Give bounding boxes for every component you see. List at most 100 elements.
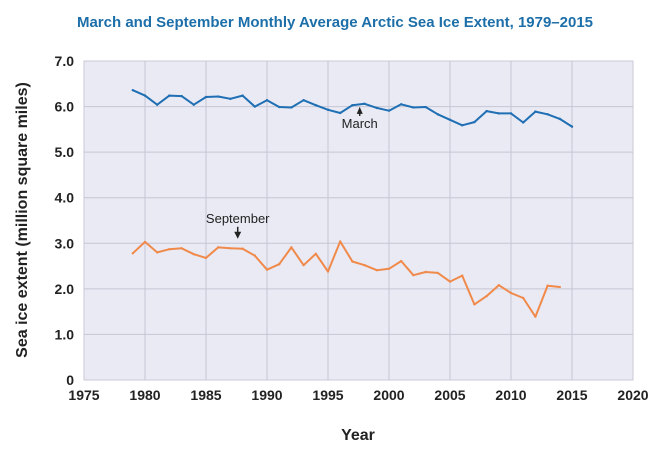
- september-data-point: [534, 315, 537, 318]
- september-data-point: [229, 247, 232, 250]
- y-tick-label: 2.0: [55, 281, 75, 297]
- march-data-point: [534, 110, 537, 113]
- september-data-point: [461, 274, 464, 277]
- september-data-point: [180, 247, 183, 250]
- september-data-point: [156, 251, 159, 254]
- march-data-point: [461, 124, 464, 127]
- x-tick-label: 2005: [434, 387, 465, 403]
- x-tick-label: 1985: [190, 387, 221, 403]
- september-data-point: [387, 267, 391, 271]
- march-data-point: [204, 95, 208, 99]
- september-data-point: [351, 260, 354, 263]
- y-tick-label: 5.0: [55, 144, 75, 160]
- series-annotations: March September: [206, 106, 378, 239]
- x-axis-label: Year: [341, 427, 375, 444]
- march-data-point: [375, 106, 378, 110]
- march-data-point: [400, 103, 403, 106]
- september-data-point: [217, 246, 220, 249]
- september-data-point: [363, 263, 366, 267]
- september-data-point: [558, 285, 561, 289]
- september-data-point: [204, 256, 208, 260]
- x-tick-label: 1975: [68, 387, 99, 403]
- september-series-line: [132, 240, 560, 318]
- y-tick-label: 6.0: [55, 99, 75, 115]
- march-data-point: [351, 104, 354, 107]
- x-tick-label: 1995: [312, 387, 343, 403]
- september-data-point: [168, 248, 171, 251]
- x-tick-label: 1990: [251, 387, 282, 403]
- march-data-point: [143, 94, 147, 97]
- march-data-point: [302, 98, 305, 102]
- march-data-point: [131, 88, 134, 92]
- march-data-point: [485, 109, 488, 113]
- march-data-point: [326, 108, 330, 111]
- march-data-point: [192, 103, 195, 106]
- september-data-point: [546, 284, 549, 287]
- september-annotation-label: September: [206, 211, 270, 226]
- march-data-point: [387, 109, 391, 112]
- september-data-point: [522, 296, 525, 300]
- september-data-point: [192, 253, 195, 256]
- y-tick-label: 3.0: [55, 235, 75, 251]
- september-data-point: [302, 263, 305, 267]
- y-tick-label: 7.0: [55, 53, 75, 69]
- march-data-point: [509, 112, 513, 115]
- september-data-point: [436, 271, 439, 275]
- march-data-point: [265, 98, 269, 102]
- september-data-point: [253, 254, 256, 257]
- march-data-point: [436, 113, 439, 116]
- september-data-point: [278, 263, 281, 266]
- september-data-point: [131, 252, 134, 255]
- march-data-point: [570, 125, 574, 128]
- september-data-point: [326, 270, 330, 273]
- march-data-point: [558, 117, 561, 121]
- march-data-point: [412, 106, 415, 109]
- september-data-point: [424, 270, 427, 274]
- september-data-point: [473, 303, 476, 306]
- september-data-point: [339, 240, 342, 243]
- september-data-point: [375, 268, 378, 272]
- march-data-point: [290, 106, 293, 109]
- september-data-point: [314, 252, 317, 255]
- tick-labels: 0 1.0 2.0 3.0 4.0 5.0 6.0 7.0 1975 1980 1985 1990 19…: [55, 53, 649, 403]
- march-data-point: [278, 105, 281, 109]
- x-tick-label: 2015: [556, 387, 587, 403]
- september-data-point: [485, 294, 488, 298]
- september-data-point: [241, 247, 244, 250]
- march-annotation-arrow-icon: [356, 106, 363, 114]
- y-tick-label: 1.0: [55, 326, 75, 342]
- march-data-point: [253, 105, 256, 108]
- march-data-point: [156, 103, 159, 106]
- x-tick-label: 2020: [617, 387, 648, 403]
- y-axis-label: Sea ice extent (million square miles): [14, 82, 31, 358]
- y-tick-label: 0: [66, 372, 74, 388]
- march-data-point: [448, 118, 452, 121]
- march-data-point: [168, 94, 171, 97]
- september-data-point: [412, 273, 415, 277]
- september-data-point: [448, 280, 452, 283]
- september-data-point: [143, 240, 147, 244]
- september-data-point: [509, 291, 513, 295]
- x-tick-label: 2010: [495, 387, 526, 403]
- march-data-point: [217, 95, 220, 98]
- march-data-point: [229, 97, 232, 101]
- september-data-point: [265, 268, 269, 271]
- september-data-point: [290, 246, 293, 249]
- september-data-point: [400, 259, 403, 263]
- plot-area: [83, 60, 634, 381]
- march-data-point: [546, 113, 549, 116]
- march-data-point: [363, 102, 366, 106]
- september-data-point: [497, 284, 500, 287]
- march-data-point: [241, 94, 244, 97]
- march-data-point: [497, 112, 500, 115]
- chart-title: March and September Monthly Average Arct…: [76, 14, 594, 31]
- september-annotation-arrow-icon: [234, 231, 242, 239]
- march-data-point: [339, 111, 342, 115]
- y-tick-label: 4.0: [55, 190, 75, 206]
- march-data-point: [314, 104, 317, 107]
- march-data-point: [424, 105, 427, 109]
- march-annotation-label: March: [342, 116, 378, 131]
- series-lines: [131, 88, 574, 318]
- x-tick-label: 1980: [129, 387, 160, 403]
